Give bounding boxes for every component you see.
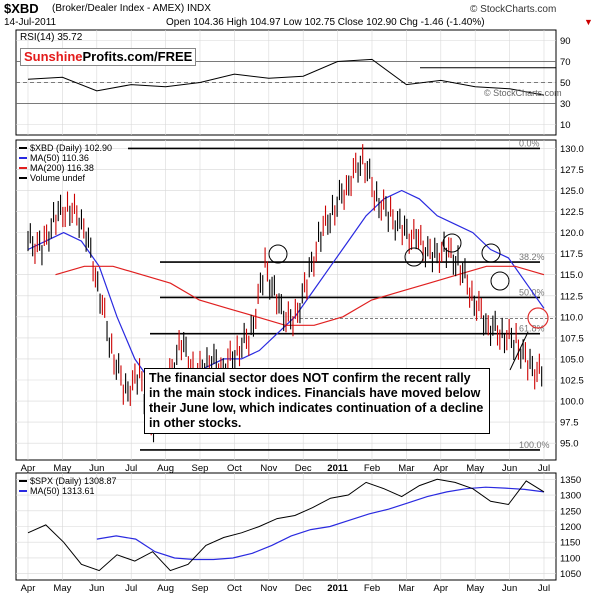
spx-xtick-label: Aug [157,583,174,594]
xbd-ytick-label: 97.5 [560,418,579,429]
spx-xtick-label: 2011 [327,583,348,594]
xbd-ytick-label: 125.0 [560,186,584,197]
xbd-ytick-label: 110.0 [560,312,583,323]
xbd-ytick-label: 107.5 [560,333,584,344]
spx-xtick-label: Dec [295,583,312,594]
spx-xtick-label: Nov [260,583,277,594]
spx-ytick-label: 1150 [560,538,580,549]
chart-subtitle: (Broker/Dealer Index - AMEX) INDX [52,3,211,14]
rsi-line [27,58,545,96]
spx-xtick-label: Mar [398,583,414,594]
spx-xtick-label: Feb [364,583,380,594]
xbd-xtick-label: Jul [538,463,550,474]
fib-label: 50.0% [519,287,545,297]
fib-label: 38.2% [519,252,545,262]
chart-symbol: $XBD [4,1,39,16]
xbd-ytick-label: 105.0 [560,354,584,365]
spx-ytick-label: 1300 [560,491,581,502]
xbd-xtick-label: Jun [502,463,517,474]
xbd-xtick-label: Feb [364,463,380,474]
spx-xtick-label: Sep [192,583,209,594]
spx-xtick-label: Apr [433,583,448,594]
highlight-circle [481,243,501,263]
xbd-ytick-label: 117.5 [560,249,583,260]
rsi-ytick-label: 30 [560,99,571,110]
sunshine-logo: SunshineProfits.com/FREE [20,48,197,66]
spx-ytick-label: 1100 [560,553,580,564]
spx-ytick-label: 1350 [560,475,581,486]
rsi-ytick-label: 50 [560,78,571,89]
spx-line [27,478,545,572]
spx-grid [16,473,556,580]
fib-label: 0.0% [519,138,540,148]
xbd-xtick-label: Oct [227,463,242,474]
xbd-xtick-label: Mar [398,463,414,474]
spx-ytick-label: 1250 [560,506,581,517]
spx-xtick-label: May [53,583,71,594]
xbd-ytick-label: 95.0 [560,439,579,450]
xbd-ytick-label: 115.0 [560,270,583,281]
xbd-xtick-label: May [466,463,484,474]
spx-xtick-label: Jun [502,583,517,594]
rsi-ytick-label: 70 [560,57,571,68]
highlight-circle [442,233,462,253]
xbd-xtick-label: Nov [260,463,277,474]
rsi-ytick-label: 90 [560,36,571,47]
highlight-circle-red [527,307,549,329]
spx-xtick-label: Jun [89,583,104,594]
spx-ytick-label: 1050 [560,569,581,580]
annotation-callout: The financial sector does NOT confirm th… [144,368,490,434]
spx-xtick-label: May [466,583,484,594]
xbd-ytick-label: 112.5 [560,291,583,302]
xbd-ytick-label: 100.0 [560,397,584,408]
xbd-xtick-label: Jun [89,463,104,474]
pointer-line [509,331,529,371]
fib-label: 100.0% [519,440,550,450]
legend-entry: MA(200) 116.38 [30,163,94,173]
legend-entry: Volume undef [30,173,86,183]
logo-part1: Sunshine [24,49,83,64]
legend-entry: MA(50) 110.36 [30,153,89,163]
chart-copyright: © StockCharts.com [470,4,557,15]
xbd-xtick-label: Apr [433,463,448,474]
xbd-xtick-label: Jul [125,463,137,474]
xbd-xtick-label: Aug [157,463,174,474]
rsi-title: RSI(14) 35.72 [20,32,83,43]
xbd-xtick-label: Apr [21,463,36,474]
spx-legend-entry: MA(50) 1313.61 [30,486,95,496]
xbd-ytick-label: 127.5 [560,165,584,176]
spx-ytick-label: 1200 [560,522,581,533]
quote-down-icon: ▼ [584,17,593,27]
xbd-xtick-label: Sep [192,463,209,474]
legend-entry: $XBD (Daily) 102.90 [30,143,112,153]
xbd-ytick-label: 122.5 [560,207,584,218]
spx-ma50-line [96,486,545,561]
xbd-ytick-label: 130.0 [560,144,584,155]
fib-label: 61.8% [519,324,545,334]
rsi-ytick-label: 10 [560,120,571,131]
highlight-circle [490,271,510,291]
spx-xtick-label: Jul [125,583,137,594]
xbd-xtick-label: May [53,463,71,474]
highlight-circle [268,244,288,264]
spx-xtick-label: Oct [227,583,242,594]
chart-quote: Open 104.36 High 104.97 Low 102.75 Close… [166,17,485,28]
xbd-ytick-label: 120.0 [560,228,584,239]
xbd-ytick-label: 102.5 [560,376,584,387]
spx-legend-entry: $SPX (Daily) 1308.87 [30,476,117,486]
xbd-xtick-label: Dec [295,463,312,474]
rsi-watermark: © StockCharts.com [484,88,562,98]
xbd-xtick-label: 2011 [327,463,348,474]
spx-xtick-label: Apr [21,583,36,594]
chart-date: 14-Jul-2011 [4,17,57,28]
spx-xtick-label: Jul [538,583,550,594]
logo-part2: Profits.com/FREE [82,49,193,64]
highlight-circle [404,247,424,267]
